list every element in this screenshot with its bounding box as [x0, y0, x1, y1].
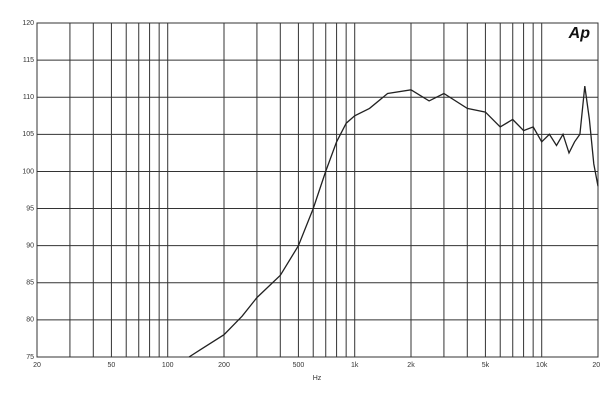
y-tick-label: 110	[23, 94, 34, 101]
y-tick-label: 90	[26, 243, 34, 250]
y-tick-label: 75	[26, 354, 34, 361]
x-tick-label: 5k	[482, 362, 490, 369]
plot-frame	[36, 22, 599, 358]
x-tick-label: 200	[218, 362, 230, 369]
x-axis-label: Hz	[313, 375, 322, 382]
y-tick-label: 115	[23, 57, 34, 64]
x-tick-label: 20	[33, 362, 41, 369]
x-tick-label: 100	[162, 362, 174, 369]
x-tick-label: 500	[293, 362, 305, 369]
x-tick-label: 2k	[407, 362, 415, 369]
logo: Ap	[568, 25, 591, 42]
y-tick-label: 120	[22, 20, 34, 27]
y-tick-label: 105	[22, 131, 34, 138]
y-tick-label: 100	[22, 168, 34, 175]
x-tick-label: 20k	[592, 362, 600, 369]
y-tick-label: 80	[26, 317, 34, 324]
x-tick-label: 1k	[351, 362, 359, 369]
response-line	[188, 86, 599, 358]
x-tick-label: 50	[108, 362, 116, 369]
y-tick-label: 85	[26, 280, 34, 287]
x-tick-label: 10k	[536, 362, 548, 369]
y-tick-label: 95	[26, 205, 34, 212]
